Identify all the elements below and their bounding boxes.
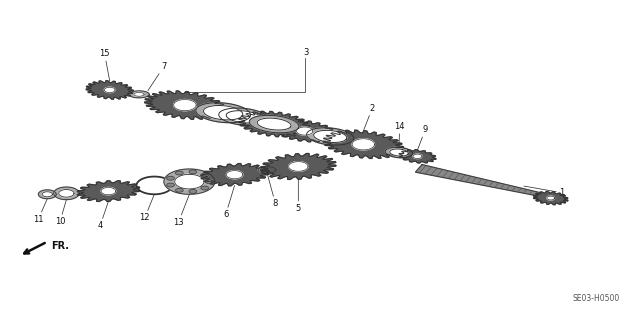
Polygon shape (390, 149, 408, 156)
Polygon shape (101, 188, 116, 195)
Polygon shape (226, 111, 261, 123)
Text: 3: 3 (303, 48, 308, 57)
Polygon shape (134, 93, 144, 96)
Text: 4: 4 (97, 201, 108, 230)
Polygon shape (250, 115, 299, 133)
Polygon shape (54, 187, 79, 200)
Polygon shape (145, 91, 225, 119)
Circle shape (189, 189, 196, 193)
Text: 5: 5 (296, 179, 301, 213)
Circle shape (175, 189, 183, 192)
Circle shape (166, 183, 174, 187)
Polygon shape (38, 190, 56, 199)
Polygon shape (399, 150, 436, 163)
Polygon shape (257, 118, 291, 130)
Polygon shape (173, 100, 196, 111)
Polygon shape (385, 147, 413, 158)
Polygon shape (59, 189, 74, 197)
Polygon shape (201, 164, 268, 186)
Text: 11: 11 (33, 199, 47, 224)
Polygon shape (296, 127, 313, 135)
Polygon shape (274, 120, 335, 142)
Text: 9: 9 (417, 125, 428, 150)
Polygon shape (260, 153, 336, 179)
Polygon shape (104, 87, 115, 93)
Text: 14: 14 (394, 122, 405, 147)
Polygon shape (42, 192, 52, 197)
Text: 1: 1 (524, 186, 564, 197)
Text: 10: 10 (55, 200, 67, 226)
Polygon shape (415, 165, 547, 197)
Polygon shape (352, 139, 374, 150)
Polygon shape (77, 181, 140, 202)
Text: 7: 7 (148, 62, 166, 91)
Polygon shape (289, 162, 308, 171)
Text: 8: 8 (267, 173, 278, 208)
Polygon shape (204, 106, 243, 120)
Polygon shape (86, 81, 133, 99)
Circle shape (189, 170, 196, 174)
Circle shape (201, 186, 209, 190)
Polygon shape (258, 167, 276, 173)
Polygon shape (219, 108, 268, 126)
Polygon shape (547, 196, 554, 200)
Text: 15: 15 (99, 49, 110, 81)
Circle shape (175, 171, 183, 175)
Text: 6: 6 (223, 185, 235, 219)
Text: 2: 2 (364, 104, 375, 131)
Polygon shape (227, 171, 243, 179)
Polygon shape (413, 154, 422, 159)
Text: SE03-H0500: SE03-H0500 (572, 294, 620, 303)
Polygon shape (129, 91, 149, 98)
Polygon shape (314, 130, 347, 143)
Circle shape (201, 173, 209, 177)
Text: FR.: FR. (51, 241, 69, 250)
Polygon shape (323, 130, 404, 159)
Polygon shape (307, 128, 354, 145)
Polygon shape (164, 169, 215, 194)
Polygon shape (264, 119, 285, 130)
Circle shape (205, 180, 213, 183)
Polygon shape (196, 103, 250, 123)
Polygon shape (533, 191, 568, 205)
Polygon shape (238, 111, 310, 137)
Text: 13: 13 (173, 194, 189, 227)
Circle shape (166, 176, 174, 180)
Text: 12: 12 (140, 194, 154, 222)
Polygon shape (175, 174, 204, 189)
